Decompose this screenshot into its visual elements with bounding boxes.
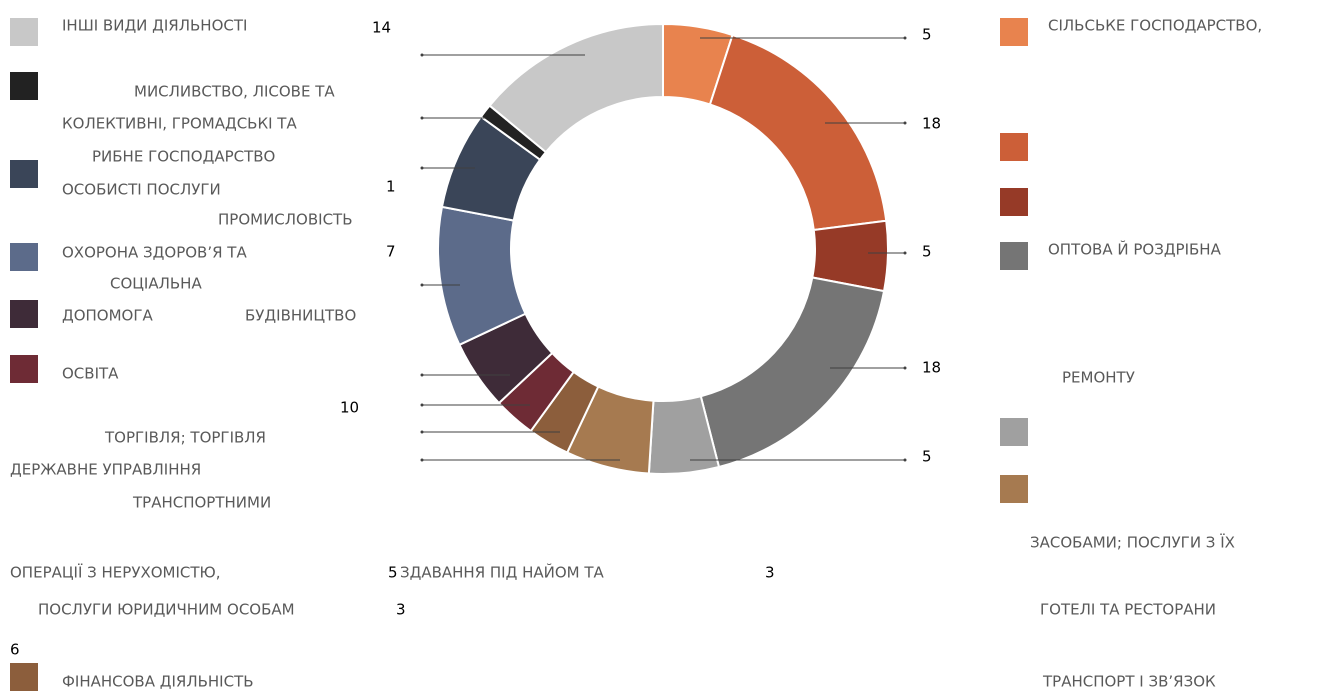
legend-text: ОСВІТА <box>62 365 119 383</box>
leader-dot <box>420 403 424 407</box>
legend-text: ТРАНСПОРТ І ЗВ’ЯЗОК <box>1042 673 1216 691</box>
legend-swatch <box>1000 133 1028 161</box>
legend-text: ЗДАВАННЯ ПІД НАЙОМ ТА <box>400 563 605 582</box>
legend-swatch <box>1000 242 1028 270</box>
legend-text: СОЦІАЛЬНА <box>110 275 202 293</box>
donut-slice <box>699 276 886 469</box>
legend-swatch <box>10 243 38 271</box>
legend-text: ПРОМИСЛОВІСТЬ <box>218 211 353 229</box>
legend-text: ОХОРОНА ЗДОРОВ’Я ТА <box>62 244 247 262</box>
legend-text: МИСЛИВСТВО, ЛІСОВЕ ТА <box>134 83 335 101</box>
data-label: 1 <box>386 178 396 196</box>
legend-text: ІНШІ ВИДИ ДІЯЛЬНОСТІ <box>62 17 247 35</box>
legend-text: ДОПОМОГА <box>62 307 154 325</box>
leader-dot <box>903 121 907 125</box>
legend-text: БУДІВНИЦТВО <box>245 307 356 325</box>
legend-text: ФІНАНСОВА ДІЯЛЬНІСТЬ <box>62 673 254 691</box>
legend-text: ТРАНСПОРТНИМИ <box>132 494 271 512</box>
legend-swatch <box>1000 188 1028 216</box>
donut-slice <box>488 22 664 154</box>
legend-swatch <box>10 18 38 46</box>
legend-text: РЕМОНТУ <box>1062 369 1135 387</box>
leader-dot <box>420 116 424 120</box>
leader-dot <box>420 458 424 462</box>
legend-swatch <box>1000 418 1028 446</box>
data-label: 10 <box>340 399 359 417</box>
legend-swatch <box>1000 18 1028 46</box>
leader-dot <box>903 458 907 462</box>
data-label: 5 <box>922 448 932 466</box>
leader-dot <box>420 373 424 377</box>
legend-text: РИБНЕ ГОСПОДАРСТВО <box>92 148 275 166</box>
data-label: 18 <box>922 359 941 377</box>
legend-text: ОПТОВА Й РОЗДРІБНА <box>1048 240 1222 259</box>
leader-dot <box>903 251 907 255</box>
legend-swatch <box>10 300 38 328</box>
donut-slice <box>708 33 888 232</box>
data-label: 5 <box>922 243 932 261</box>
legend-swatch <box>10 663 38 691</box>
legend-text: ПОСЛУГИ ЮРИДИЧНИМ ОСОБАМ <box>38 601 295 619</box>
data-label: 3 <box>396 601 406 619</box>
data-label: 18 <box>922 115 941 133</box>
data-label: 6 <box>10 641 20 659</box>
legend-text: ТОРГІВЛЯ; ТОРГІВЛЯ <box>104 429 266 447</box>
legend-swatch <box>10 355 38 383</box>
legend-text: ГОТЕЛІ ТА РЕСТОРАНИ <box>1040 601 1216 619</box>
legend-text: КОЛЕКТИВНІ, ГРОМАДСЬКІ ТА <box>62 115 297 133</box>
legend-text: ОПЕРАЦІЇ З НЕРУХОМІСТЮ, <box>10 563 221 582</box>
legend-swatch <box>10 72 38 100</box>
leader-dot <box>903 366 907 370</box>
legend-text: ОСОБИСТІ ПОСЛУГИ <box>62 181 221 199</box>
legend-swatch <box>1000 475 1028 503</box>
data-label: 5 <box>922 26 932 44</box>
legend-text: СІЛЬСЬКЕ ГОСПОДАРСТВО, <box>1048 17 1262 35</box>
leader-dot <box>420 166 424 170</box>
legend-swatch <box>10 160 38 188</box>
legend-text: ДЕРЖАВНЕ УПРАВЛІННЯ <box>10 461 201 479</box>
leader-dot <box>903 36 907 40</box>
leader-dot <box>420 430 424 434</box>
data-label: 5 <box>388 564 398 582</box>
leader-dot <box>420 53 424 57</box>
data-label: 7 <box>386 243 396 261</box>
legend-text: ЗАСОБАМИ; ПОСЛУГИ З ЇХ <box>1030 533 1235 552</box>
data-label: 3 <box>765 564 775 582</box>
data-label: 14 <box>372 19 391 37</box>
leader-dot <box>420 283 424 287</box>
